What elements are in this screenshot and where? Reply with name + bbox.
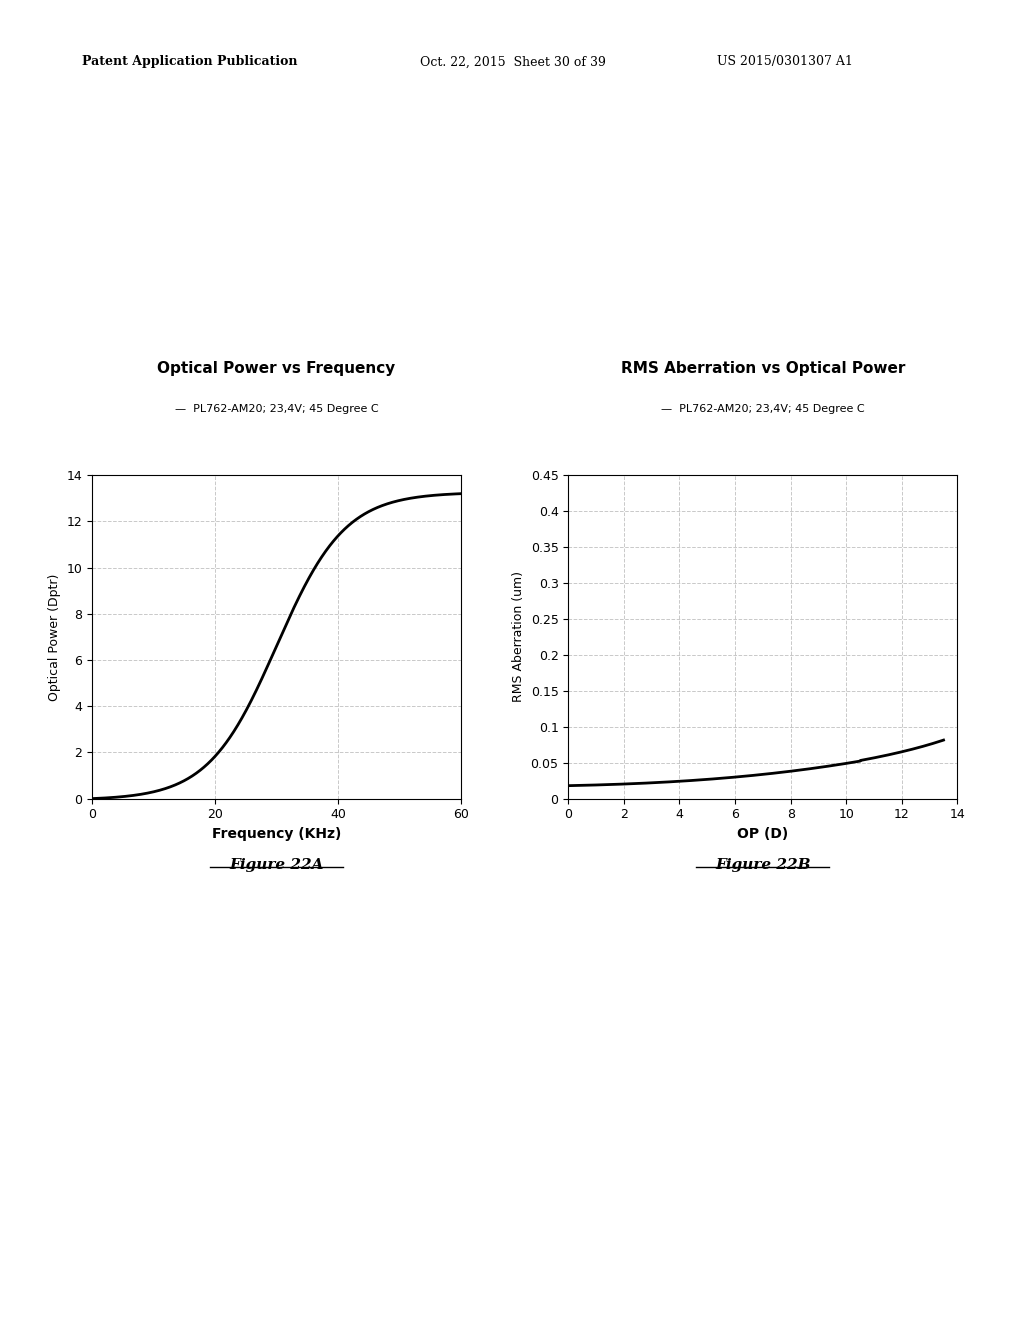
Text: —  PL762-AM20; 23,4V; 45 Degree C: — PL762-AM20; 23,4V; 45 Degree C — [175, 404, 378, 414]
Text: US 2015/0301307 A1: US 2015/0301307 A1 — [717, 55, 853, 69]
X-axis label: OP (D): OP (D) — [737, 826, 788, 841]
X-axis label: Frequency (KHz): Frequency (KHz) — [212, 826, 341, 841]
Text: Figure 22A: Figure 22A — [229, 858, 324, 873]
Text: Patent Application Publication: Patent Application Publication — [82, 55, 297, 69]
Text: RMS Aberration vs Optical Power: RMS Aberration vs Optical Power — [621, 362, 905, 376]
Text: Optical Power vs Frequency: Optical Power vs Frequency — [158, 362, 395, 376]
Text: Figure 22B: Figure 22B — [715, 858, 811, 873]
Y-axis label: Optical Power (Dptr): Optical Power (Dptr) — [48, 573, 61, 701]
Text: Oct. 22, 2015  Sheet 30 of 39: Oct. 22, 2015 Sheet 30 of 39 — [420, 55, 606, 69]
Text: —  PL762-AM20; 23,4V; 45 Degree C: — PL762-AM20; 23,4V; 45 Degree C — [662, 404, 864, 414]
Y-axis label: RMS Aberration (um): RMS Aberration (um) — [512, 572, 525, 702]
